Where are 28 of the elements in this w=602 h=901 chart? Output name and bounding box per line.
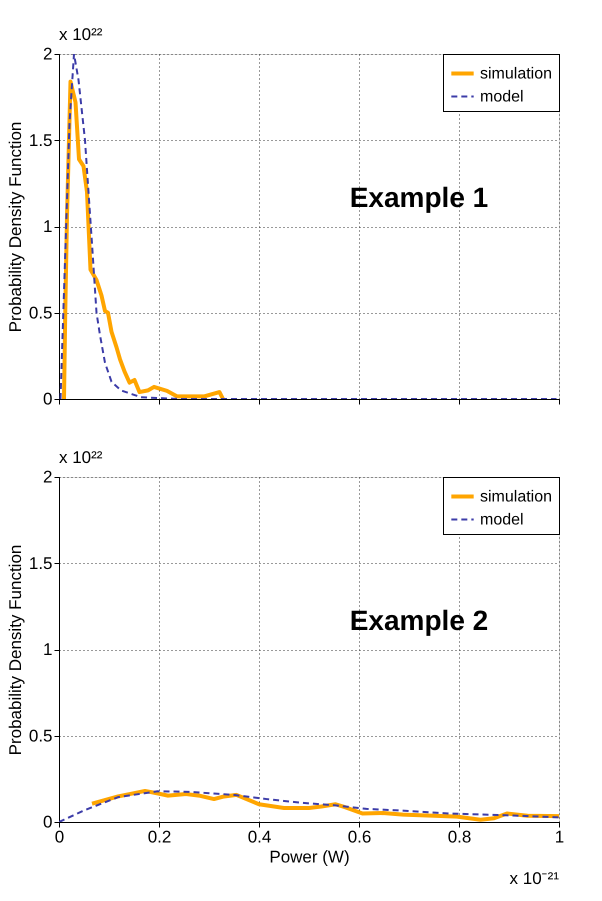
legend-label: simulation: [480, 66, 552, 82]
annotation: Example 1: [350, 182, 488, 213]
text: x 10⁻²¹: [510, 869, 560, 888]
x-tick-label: 0.2: [148, 828, 172, 846]
x-tick-label: 0.6: [348, 828, 372, 846]
annotation: Example 2: [350, 604, 488, 636]
y-tick-label: 0: [43, 390, 52, 408]
y-tick-label: 1.5: [28, 554, 52, 573]
y-tick-label: 1: [43, 217, 52, 236]
y-tick-label: 2: [43, 44, 52, 64]
legend-label: model: [480, 512, 524, 528]
y-tick-label: 1.5: [28, 130, 52, 150]
legend-label: simulation: [480, 488, 552, 506]
text: x 10²²: [59, 448, 103, 467]
y-tick-label: 2: [43, 468, 52, 486]
x-tick-label: 0: [54, 828, 64, 846]
y-tick-label: 0.5: [28, 303, 52, 322]
x-tick-label: 0.4: [248, 828, 272, 846]
y-tick-label: 0: [43, 812, 52, 832]
x-tick-label: 1: [554, 828, 564, 846]
y-tick-label: 0.5: [28, 726, 52, 746]
y-tick-label: 1: [43, 640, 52, 659]
x-tick-label: 0.8: [448, 828, 472, 846]
y-axis-title: Probability Density Function: [6, 544, 25, 756]
y-axis-title: Probability Density Function: [6, 122, 25, 332]
x-axis-title: Power (W): [269, 848, 350, 866]
legend-label: model: [480, 88, 524, 106]
text: x 10²²: [59, 25, 103, 44]
